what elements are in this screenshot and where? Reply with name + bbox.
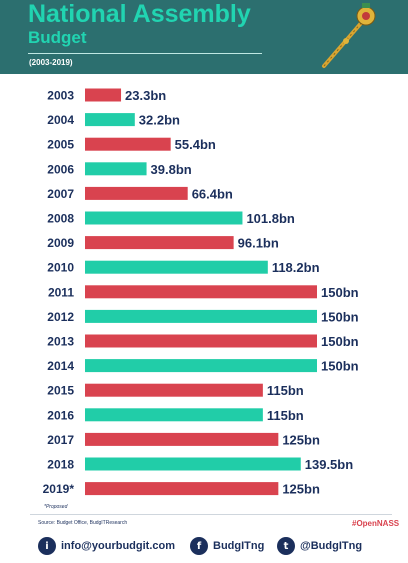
contact-twitter-text: @BudgITng [300,540,363,552]
contact-email[interactable]: i info@yourbudgit.com [38,536,175,556]
bar-value-label: 150bn [321,309,359,324]
page-title: National Assembly [28,0,251,28]
year-label: 2017 [47,433,74,447]
budget-bar [85,482,279,496]
budget-bar [85,457,301,471]
proposed-note: *Proposed [44,504,68,510]
hashtag-label: #OpenNASS [352,519,400,528]
year-label: 2018 [47,458,74,472]
bar-value-label: 115bn [267,383,304,398]
budget-bar [85,211,243,225]
twitter-icon: t [277,537,295,555]
budget-bar [85,88,122,102]
header-divider [28,53,262,54]
bar-value-label: 39.8bn [151,162,192,177]
year-label: 2013 [47,335,74,349]
budget-bar [85,137,171,151]
year-label: 2016 [47,408,74,422]
year-label: 2014 [47,359,74,373]
budget-bar [85,334,317,348]
source-note: Source: Budget Office, BudgITResearch [38,520,128,526]
bar-value-label: 115bn [267,408,304,423]
year-label: 2011 [48,285,74,299]
budget-bar [85,236,234,250]
bar-value-label: 96.1bn [238,236,279,251]
year-label: 2004 [47,113,74,127]
year-label: 2015 [47,384,74,398]
budget-bar [85,432,279,446]
contact-twitter[interactable]: t @BudgITng [277,536,362,556]
budget-bar-chart: 2003 23.3bn 2004 32.2bn 2005 55.4bn 2006 39.8bn… [43,88,359,497]
bar-value-label: 101.8bn [246,211,294,226]
bar-value-label: 150bn [321,334,359,349]
year-label: 2006 [47,162,74,176]
budget-bar [85,186,188,200]
budget-bar [85,285,317,299]
bar-value-label: 118.2bn [272,260,320,275]
header-banner: National Assembly Budget (2003-2019) [0,0,408,74]
facebook-icon: f [190,537,208,555]
page-subtitle: Budget [28,28,87,47]
contact-email-text: info@yourbudgit.com [61,540,175,552]
year-label: 2003 [47,89,74,103]
bar-value-label: 150bn [321,285,359,300]
budget-bar [85,359,317,373]
year-label: 2007 [47,187,74,201]
budget-bar [85,309,317,323]
year-label: 2012 [47,310,74,324]
year-label: 2005 [47,138,74,152]
email-icon: i [38,537,56,555]
footer-divider [30,514,392,515]
budget-bar [85,408,263,422]
year-label: 2019* [43,482,75,496]
contact-facebook[interactable]: f BudgITng [190,536,264,556]
bar-value-label: 125bn [282,482,320,497]
bar-value-label: 66.4bn [192,186,233,201]
budget-bar [85,113,135,127]
bar-value-label: 150bn [321,359,359,374]
budget-bar [85,162,147,176]
period-label: (2003-2019) [29,58,73,67]
bar-value-label: 55.4bn [175,137,216,152]
bar-value-label: 125bn [282,432,320,447]
year-label: 2010 [47,261,74,275]
bar-value-label: 139.5bn [305,457,353,472]
contact-facebook-text: BudgITng [213,540,265,552]
budget-bar [85,383,263,397]
year-label: 2009 [47,236,74,250]
budget-bar [85,260,268,274]
bar-value-label: 32.2bn [139,113,180,128]
year-label: 2008 [47,212,74,226]
bar-value-label: 23.3bn [125,88,166,103]
mace-icon [322,3,376,68]
contact-bar: i info@yourbudgit.com f BudgITng t @Budg… [0,532,408,560]
